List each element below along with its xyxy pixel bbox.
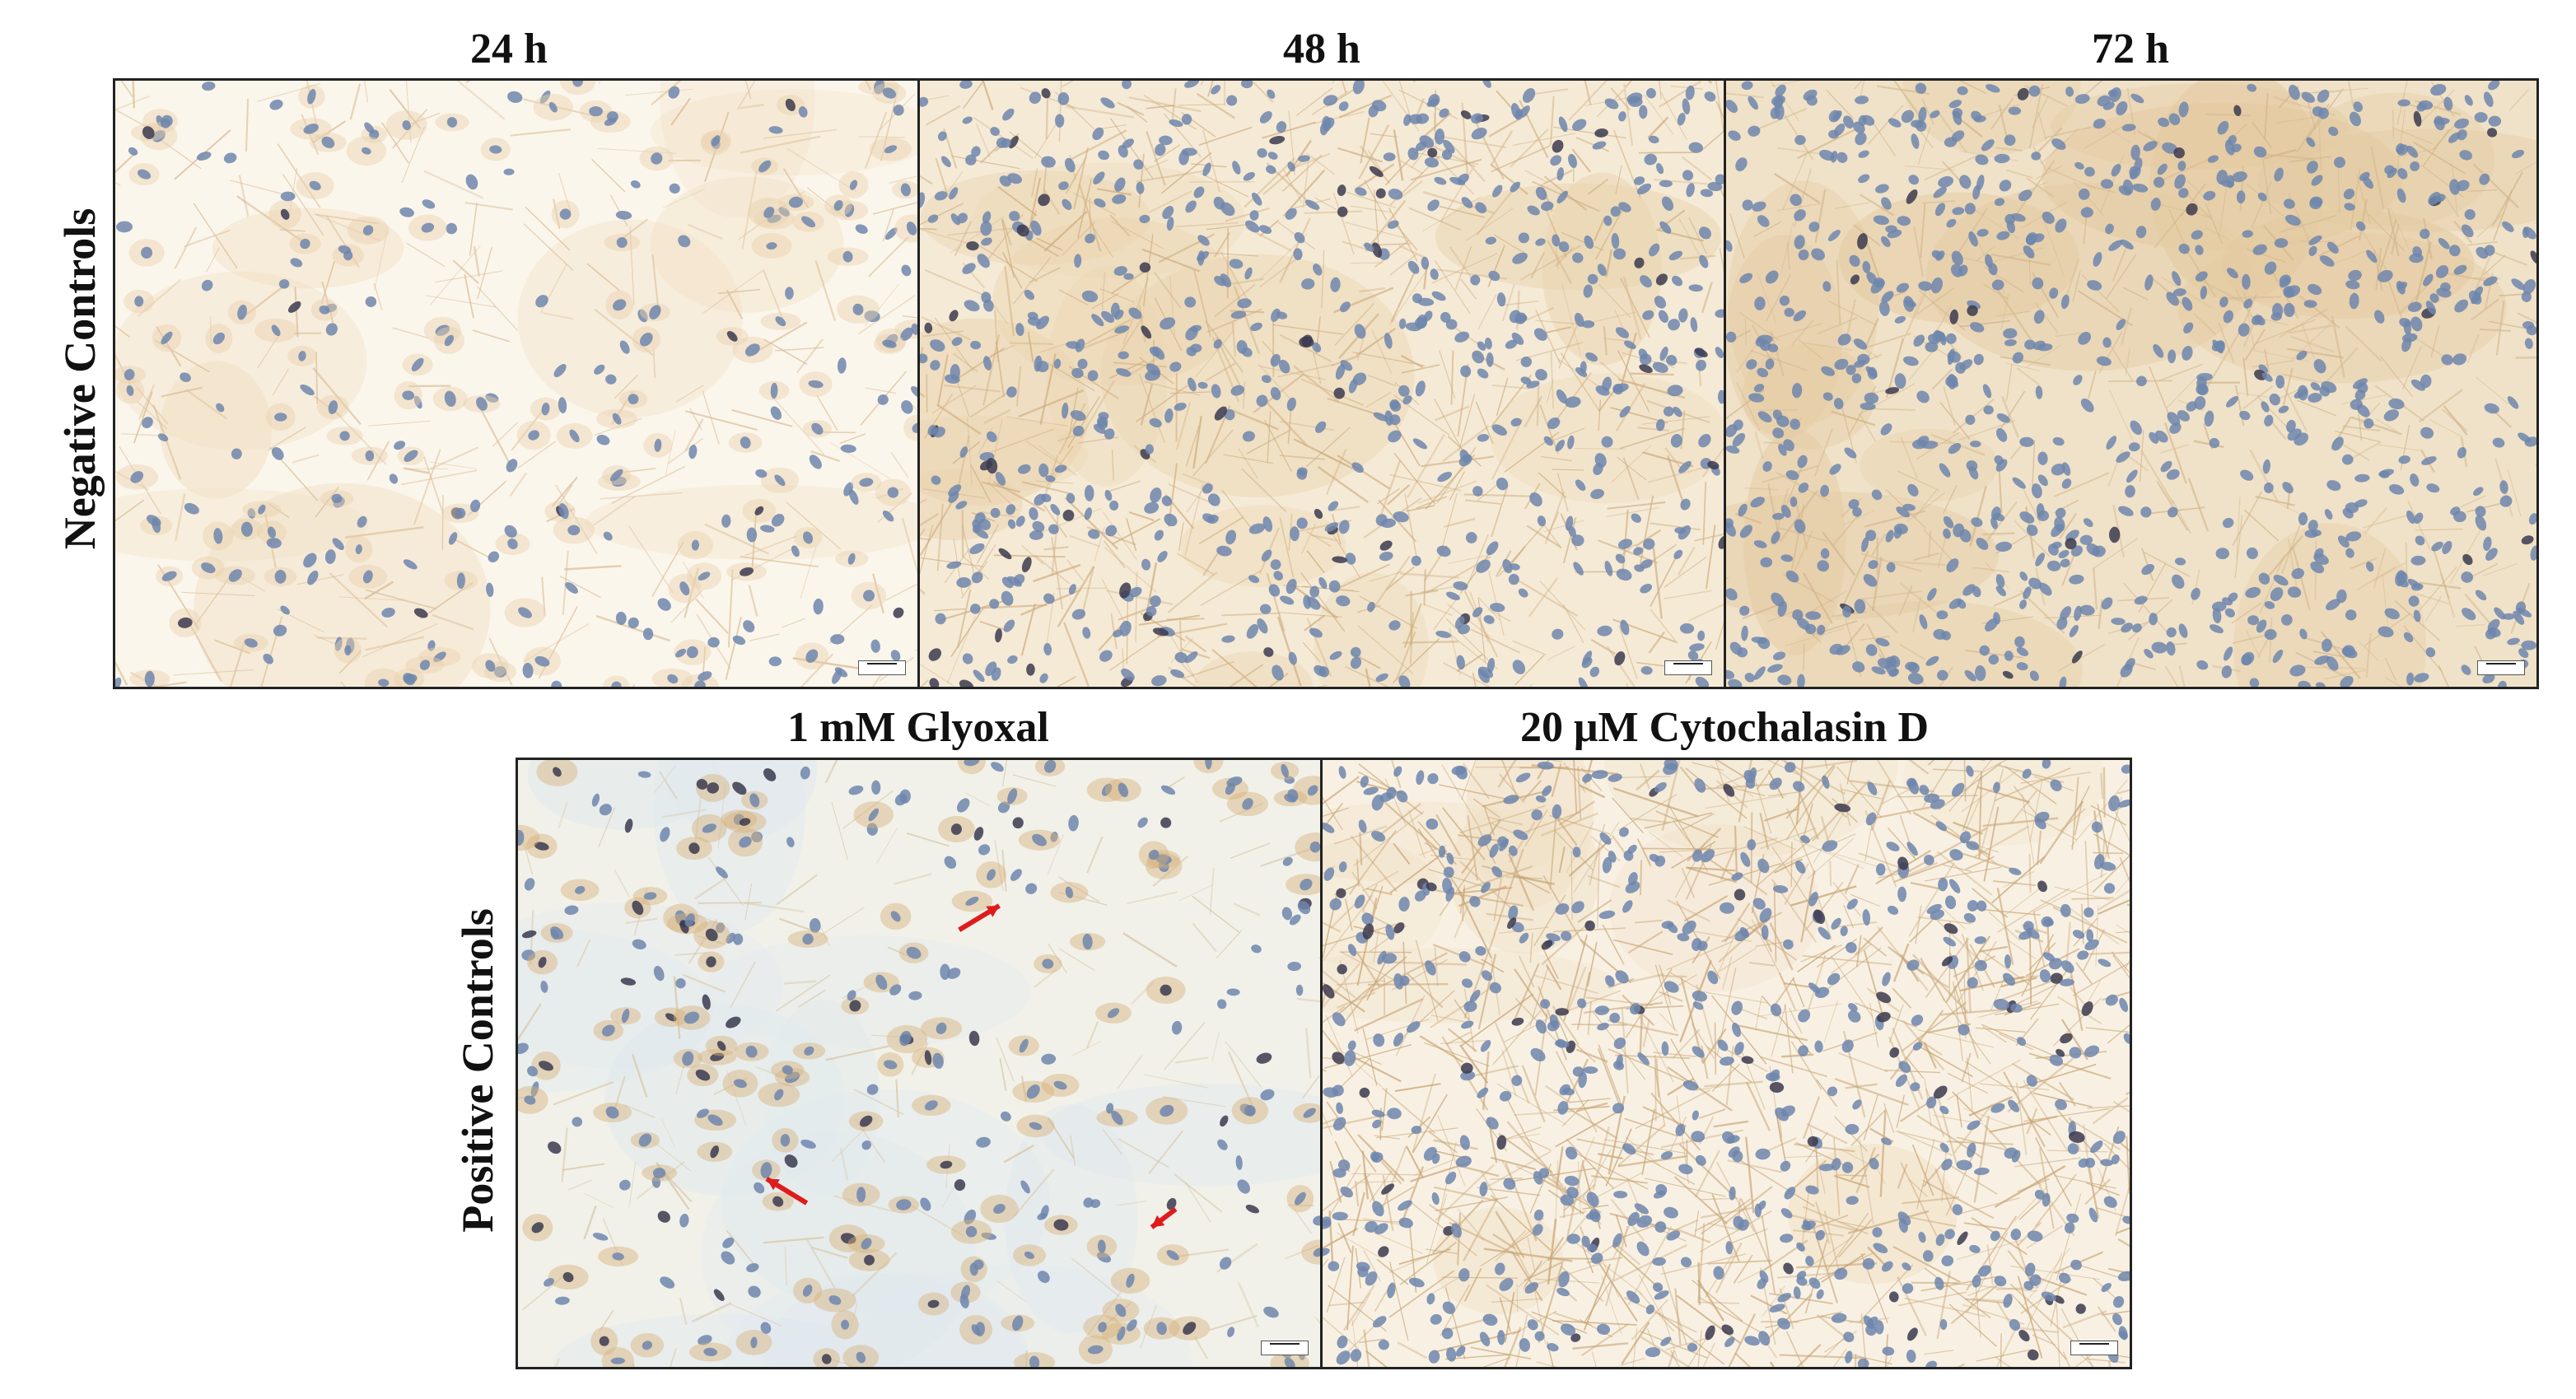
scale-bar	[1261, 1341, 1309, 1355]
red-arrow-icon	[958, 903, 1001, 932]
micrograph-negative-72h	[1724, 78, 2539, 689]
micrograph-image	[920, 81, 1724, 687]
micrograph-negative-48h	[917, 78, 1726, 689]
micrograph-image	[518, 760, 1320, 1367]
title-48h: 48 h	[1283, 26, 1360, 72]
scale-bar	[1664, 660, 1712, 675]
micrograph-negative-24h	[113, 78, 920, 689]
scale-bar	[2070, 1341, 2118, 1355]
scale-bar	[2477, 660, 2525, 675]
title-glyoxal: 1 mM Glyoxal	[787, 704, 1049, 751]
row-label-positive: Positive Controls	[453, 908, 502, 1233]
micrograph-positive-glyoxal	[516, 758, 1323, 1369]
micrograph-image	[1323, 760, 2130, 1367]
micrograph-image	[115, 81, 917, 687]
red-arrow-icon	[1150, 1206, 1178, 1229]
scale-bar	[858, 660, 906, 675]
title-72h: 72 h	[2092, 26, 2169, 72]
row-label-negative: Negative Controls	[55, 208, 105, 550]
title-24h: 24 h	[470, 26, 548, 72]
micrograph-positive-cytochalasin	[1320, 758, 2132, 1369]
title-cytochalasin: 20 μM Cytochalasin D	[1519, 704, 1930, 751]
micrograph-image	[1726, 81, 2536, 687]
red-arrow-icon	[765, 1176, 809, 1205]
